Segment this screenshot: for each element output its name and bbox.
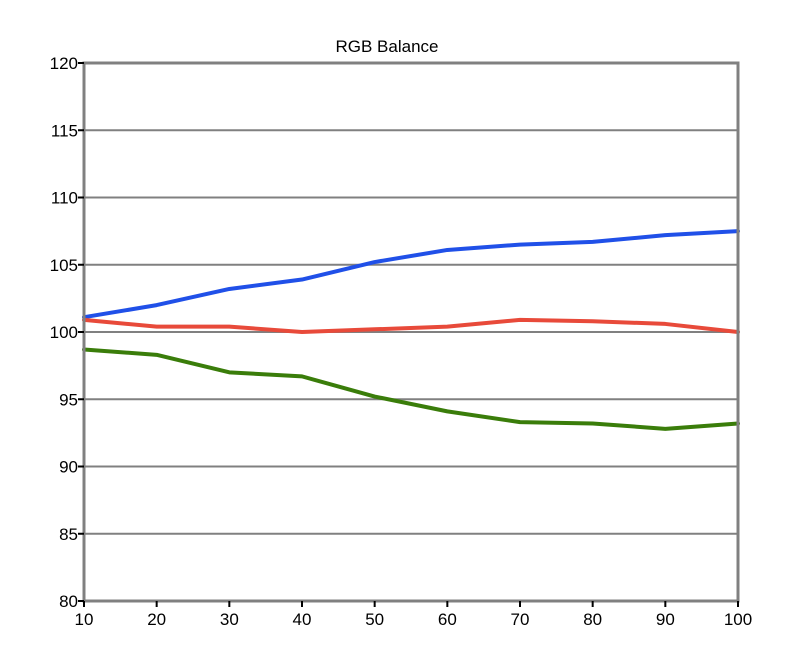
series-line-3 [82,347,740,431]
gridlines [84,62,738,602]
x-tick-label-90: 90 [656,610,675,629]
y-tick-label-80: 80 [59,592,78,611]
y-tick-label-120: 120 [50,54,78,73]
y-tick-label-100: 100 [50,323,78,342]
y-tick-label-110: 110 [51,189,78,208]
x-tick-label-80: 80 [583,610,602,629]
y-tick-label-85: 85 [59,525,78,544]
x-tick-label-70: 70 [511,610,530,629]
series-line-1 [82,229,740,320]
x-tick-label-50: 50 [365,610,384,629]
series-line-2 [82,317,740,334]
chart-title: RGB Balance [336,37,439,56]
y-tick-label-115: 115 [51,121,78,140]
x-tick-label-60: 60 [438,610,457,629]
x-tick-label-40: 40 [293,610,312,629]
y-tick-label-105: 105 [50,256,78,275]
series-lines [82,229,740,431]
x-axis-ticks: 10 20 30 40 50 60 70 80 90 100 [75,601,752,629]
x-tick-label-20: 20 [147,610,166,629]
y-tick-label-95: 95 [59,390,78,409]
x-tick-label-30: 30 [220,610,239,629]
y-axis-ticks: 80 85 90 95 100 105 110 115 120 [50,54,84,611]
x-tick-label-10: 10 [75,610,94,629]
x-tick-label-100: 100 [724,610,752,629]
y-tick-label-90: 90 [59,458,78,477]
